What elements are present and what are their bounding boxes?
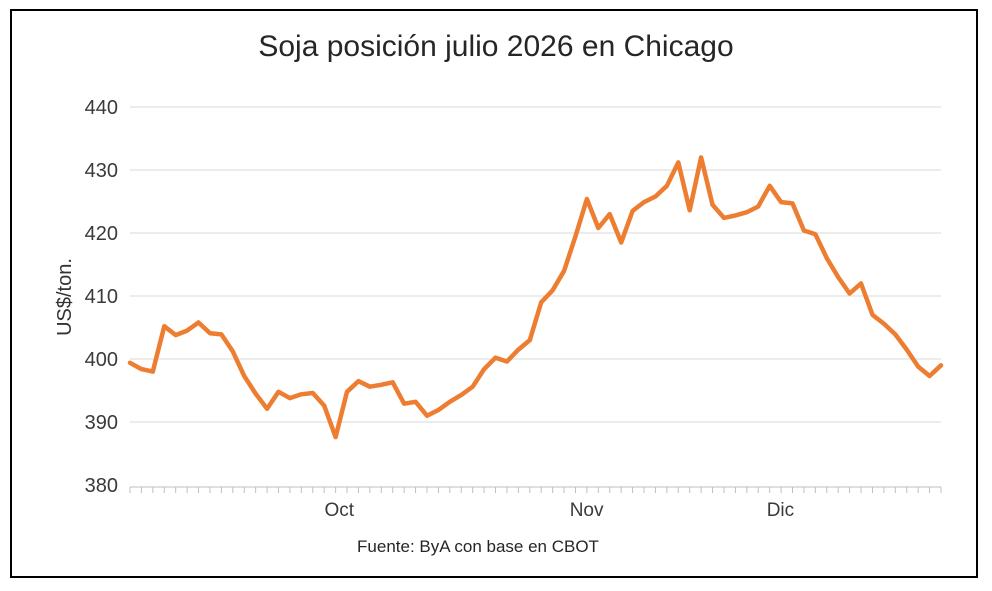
x-tick-label: Oct [324,500,354,521]
x-axis-ticks [129,486,942,493]
y-tick-label: 380 [85,475,118,497]
x-tick-label: Dic [767,500,794,521]
source-note: Fuente: ByA con base en CBOT [357,537,599,556]
series-line [127,155,944,440]
y-tick-label: 440 [85,97,118,119]
y-axis-labels: 380 390 400 410 420 430 440 [85,97,118,497]
y-tick-label: 410 [85,286,118,308]
y-tick-label: 420 [85,223,118,245]
y-tick-label: 390 [85,412,118,434]
x-tick-label: Nov [570,500,604,521]
y-tick-label: 400 [85,349,118,371]
chart-frame [10,9,978,578]
gridlines [130,106,941,423]
y-axis-title: US$/ton. [54,258,76,336]
chart-title: Soja posición julio 2026 en Chicago [258,30,734,63]
y-tick-label: 430 [85,160,118,182]
x-axis-labels: Oct Nov Dic [324,500,794,521]
